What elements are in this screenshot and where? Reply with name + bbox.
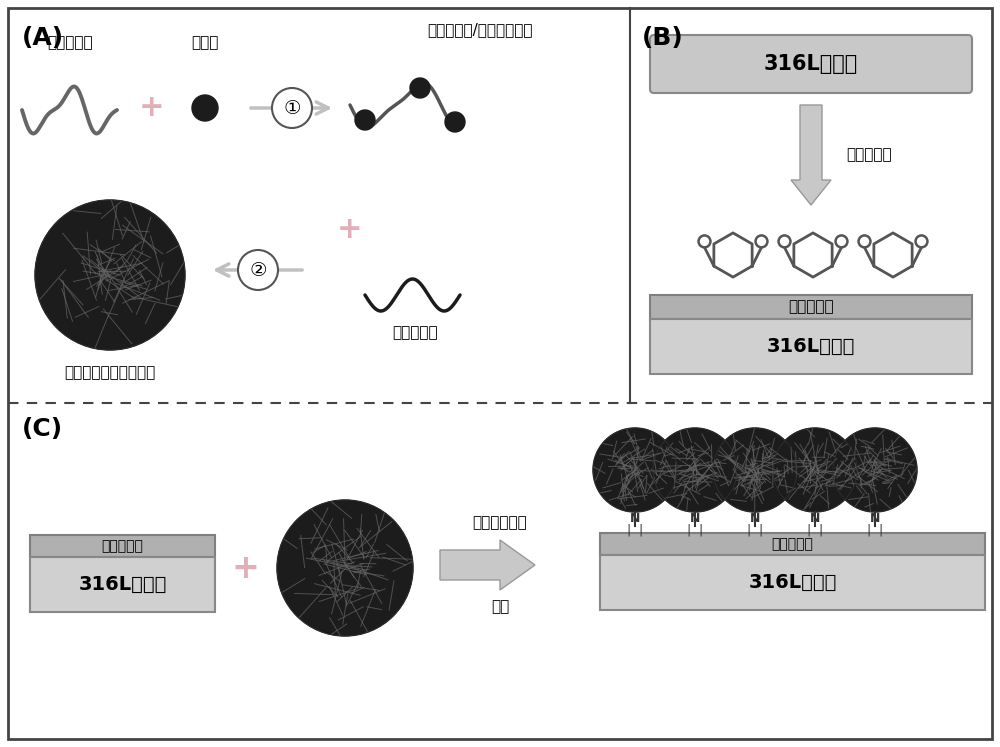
Bar	[30, 557, 215, 612]
Text: 316L不锈鑂: 316L不锈鑂	[78, 575, 167, 594]
Bar	[600, 555, 985, 610]
Text: 316L不锈鑂: 316L不锈鑂	[764, 54, 858, 74]
Circle shape	[833, 428, 917, 512]
Text: 多巴胺涂层: 多巴胺涂层	[788, 300, 834, 314]
Text: N: N	[630, 512, 640, 524]
Circle shape	[713, 428, 797, 512]
Text: 多聚谷氨酸: 多聚谷氨酸	[47, 35, 93, 50]
Text: 沉积多巴胺: 沉积多巴胺	[846, 147, 892, 163]
Circle shape	[355, 110, 375, 130]
Text: 纳米粒子固定: 纳米粒子固定	[473, 515, 527, 530]
Text: |: |	[627, 524, 631, 536]
Bar	[30, 535, 215, 557]
Text: 316L不锈鑂: 316L不锈鑂	[748, 573, 837, 592]
FancyBboxPatch shape	[650, 35, 972, 93]
Text: +: +	[231, 551, 259, 584]
Text: +: +	[337, 215, 363, 244]
Circle shape	[192, 95, 218, 121]
Bar	[600, 533, 985, 555]
Text: N: N	[690, 512, 700, 524]
Text: |: |	[879, 524, 883, 536]
Text: ①: ①	[283, 99, 301, 117]
Circle shape	[916, 235, 927, 247]
Circle shape	[238, 250, 278, 290]
Circle shape	[836, 235, 847, 247]
Text: ②: ②	[249, 261, 267, 279]
Circle shape	[773, 428, 857, 512]
Bar	[650, 319, 972, 374]
Text: |: |	[867, 524, 871, 536]
Text: 硫酸软骨素: 硫酸软骨素	[392, 325, 438, 340]
Text: 316L不锈鑂: 316L不锈鑂	[767, 337, 855, 356]
FancyArrow shape	[791, 105, 831, 205]
Circle shape	[699, 235, 710, 247]
Circle shape	[859, 235, 870, 247]
Text: |: |	[759, 524, 763, 536]
Text: N: N	[870, 512, 880, 524]
Circle shape	[756, 235, 767, 247]
Circle shape	[277, 500, 413, 636]
Text: |: |	[807, 524, 811, 536]
Circle shape	[410, 78, 430, 98]
Text: |: |	[699, 524, 703, 536]
Bar	[650, 295, 972, 319]
FancyBboxPatch shape	[8, 8, 992, 739]
Text: 多聚谷氨酸/铜离子复合物: 多聚谷氨酸/铜离子复合物	[427, 22, 533, 37]
Text: (C): (C)	[22, 417, 63, 441]
Text: 振荡: 振荡	[491, 600, 509, 615]
Text: |: |	[819, 524, 823, 536]
Text: N: N	[750, 512, 760, 524]
Circle shape	[593, 428, 677, 512]
FancyArrow shape	[440, 540, 535, 590]
Circle shape	[445, 112, 465, 132]
Circle shape	[272, 88, 312, 128]
Text: 多巴胺涂层: 多巴胺涂层	[772, 537, 813, 551]
Text: |: |	[747, 524, 751, 536]
Text: |: |	[687, 524, 691, 536]
Text: (B): (B)	[642, 26, 684, 50]
Circle shape	[653, 428, 737, 512]
Circle shape	[35, 200, 185, 350]
Text: 铜离子: 铜离子	[191, 35, 219, 50]
Text: N: N	[810, 512, 820, 524]
Text: +: +	[139, 93, 165, 123]
Text: 多巴胺涂层: 多巴胺涂层	[102, 539, 143, 553]
Text: |: |	[639, 524, 643, 536]
Text: 铜离子钒合型纳米粒子: 铜离子钒合型纳米粒子	[64, 365, 156, 380]
Circle shape	[779, 235, 790, 247]
Text: (A): (A)	[22, 26, 64, 50]
